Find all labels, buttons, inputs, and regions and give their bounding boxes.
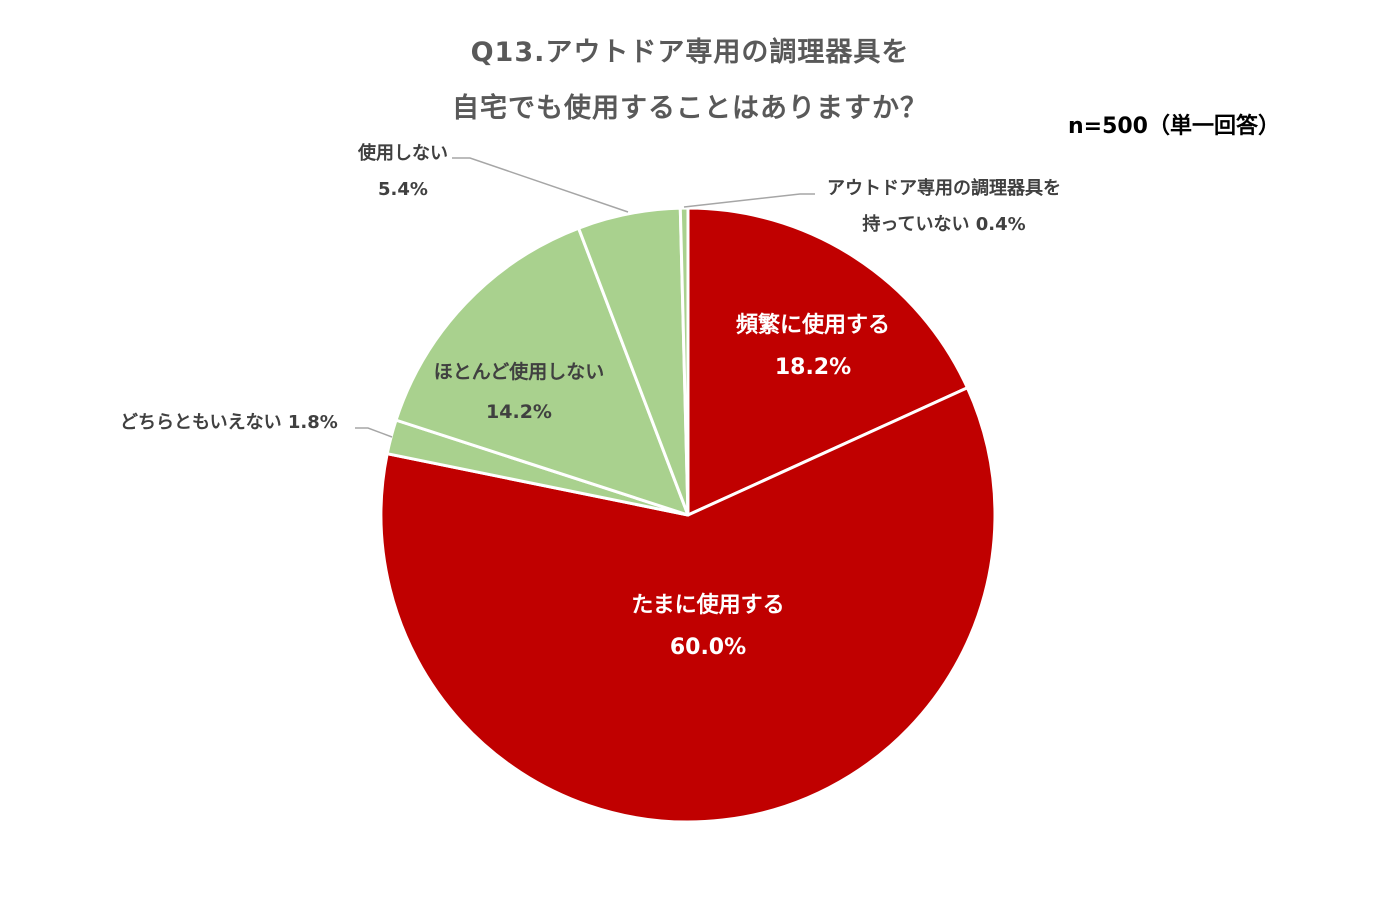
slice-frequently: [686, 206, 969, 517]
chart-title-line-1: Q13.アウトドア専用の調理器具を: [470, 37, 910, 68]
slice-label-no-equipment: アウトドア専用の調理器具を 持っていない 0.4%: [827, 171, 1061, 243]
slice-label-rarely-pct: 14.2%: [486, 401, 552, 423]
slice-label-sometimes: たまに使用する 60.0%: [631, 585, 784, 669]
slice-label-frequently-name: 頻繁に使用する: [735, 313, 891, 338]
slice-label-neutral-text: どちらともいえない 1.8%: [120, 412, 338, 433]
slice-rarely: [394, 226, 690, 517]
slice-label-rarely-name: ほとんど使用しない: [433, 361, 605, 383]
slice-sometimes: [379, 386, 997, 824]
slice-label-frequently-pct: 18.2%: [774, 355, 852, 380]
slice-label-never: 使用しない 5.4%: [358, 136, 448, 208]
slice-label-neutral: どちらともいえない 1.8%: [120, 405, 338, 441]
chart-title-line-2: 自宅でも使用することはありますか？: [452, 93, 928, 124]
sample-size-note: n=500（単一回答）: [1067, 114, 1280, 139]
slice-label-never-name: 使用しない: [358, 143, 448, 164]
slice-label-frequently: 頻繁に使用する 18.2%: [736, 305, 890, 389]
slice-label-rarely: ほとんど使用しない 14.2%: [434, 352, 604, 432]
slice-label-no-equipment-line2: 持っていない 0.4%: [862, 214, 1026, 235]
slice-label-never-pct: 5.4%: [378, 179, 428, 200]
slice-label-sometimes-pct: 60.0%: [669, 635, 747, 660]
slice-label-no-equipment-line1: アウトドア専用の調理器具を: [827, 178, 1061, 199]
leader-line-never: [452, 157, 629, 213]
leader-line-neutral: [355, 427, 393, 438]
leader-line-no-equipment: [683, 193, 815, 208]
slice-label-sometimes-name: たまに使用する: [631, 593, 785, 618]
slice-no-equipment: [678, 206, 690, 517]
